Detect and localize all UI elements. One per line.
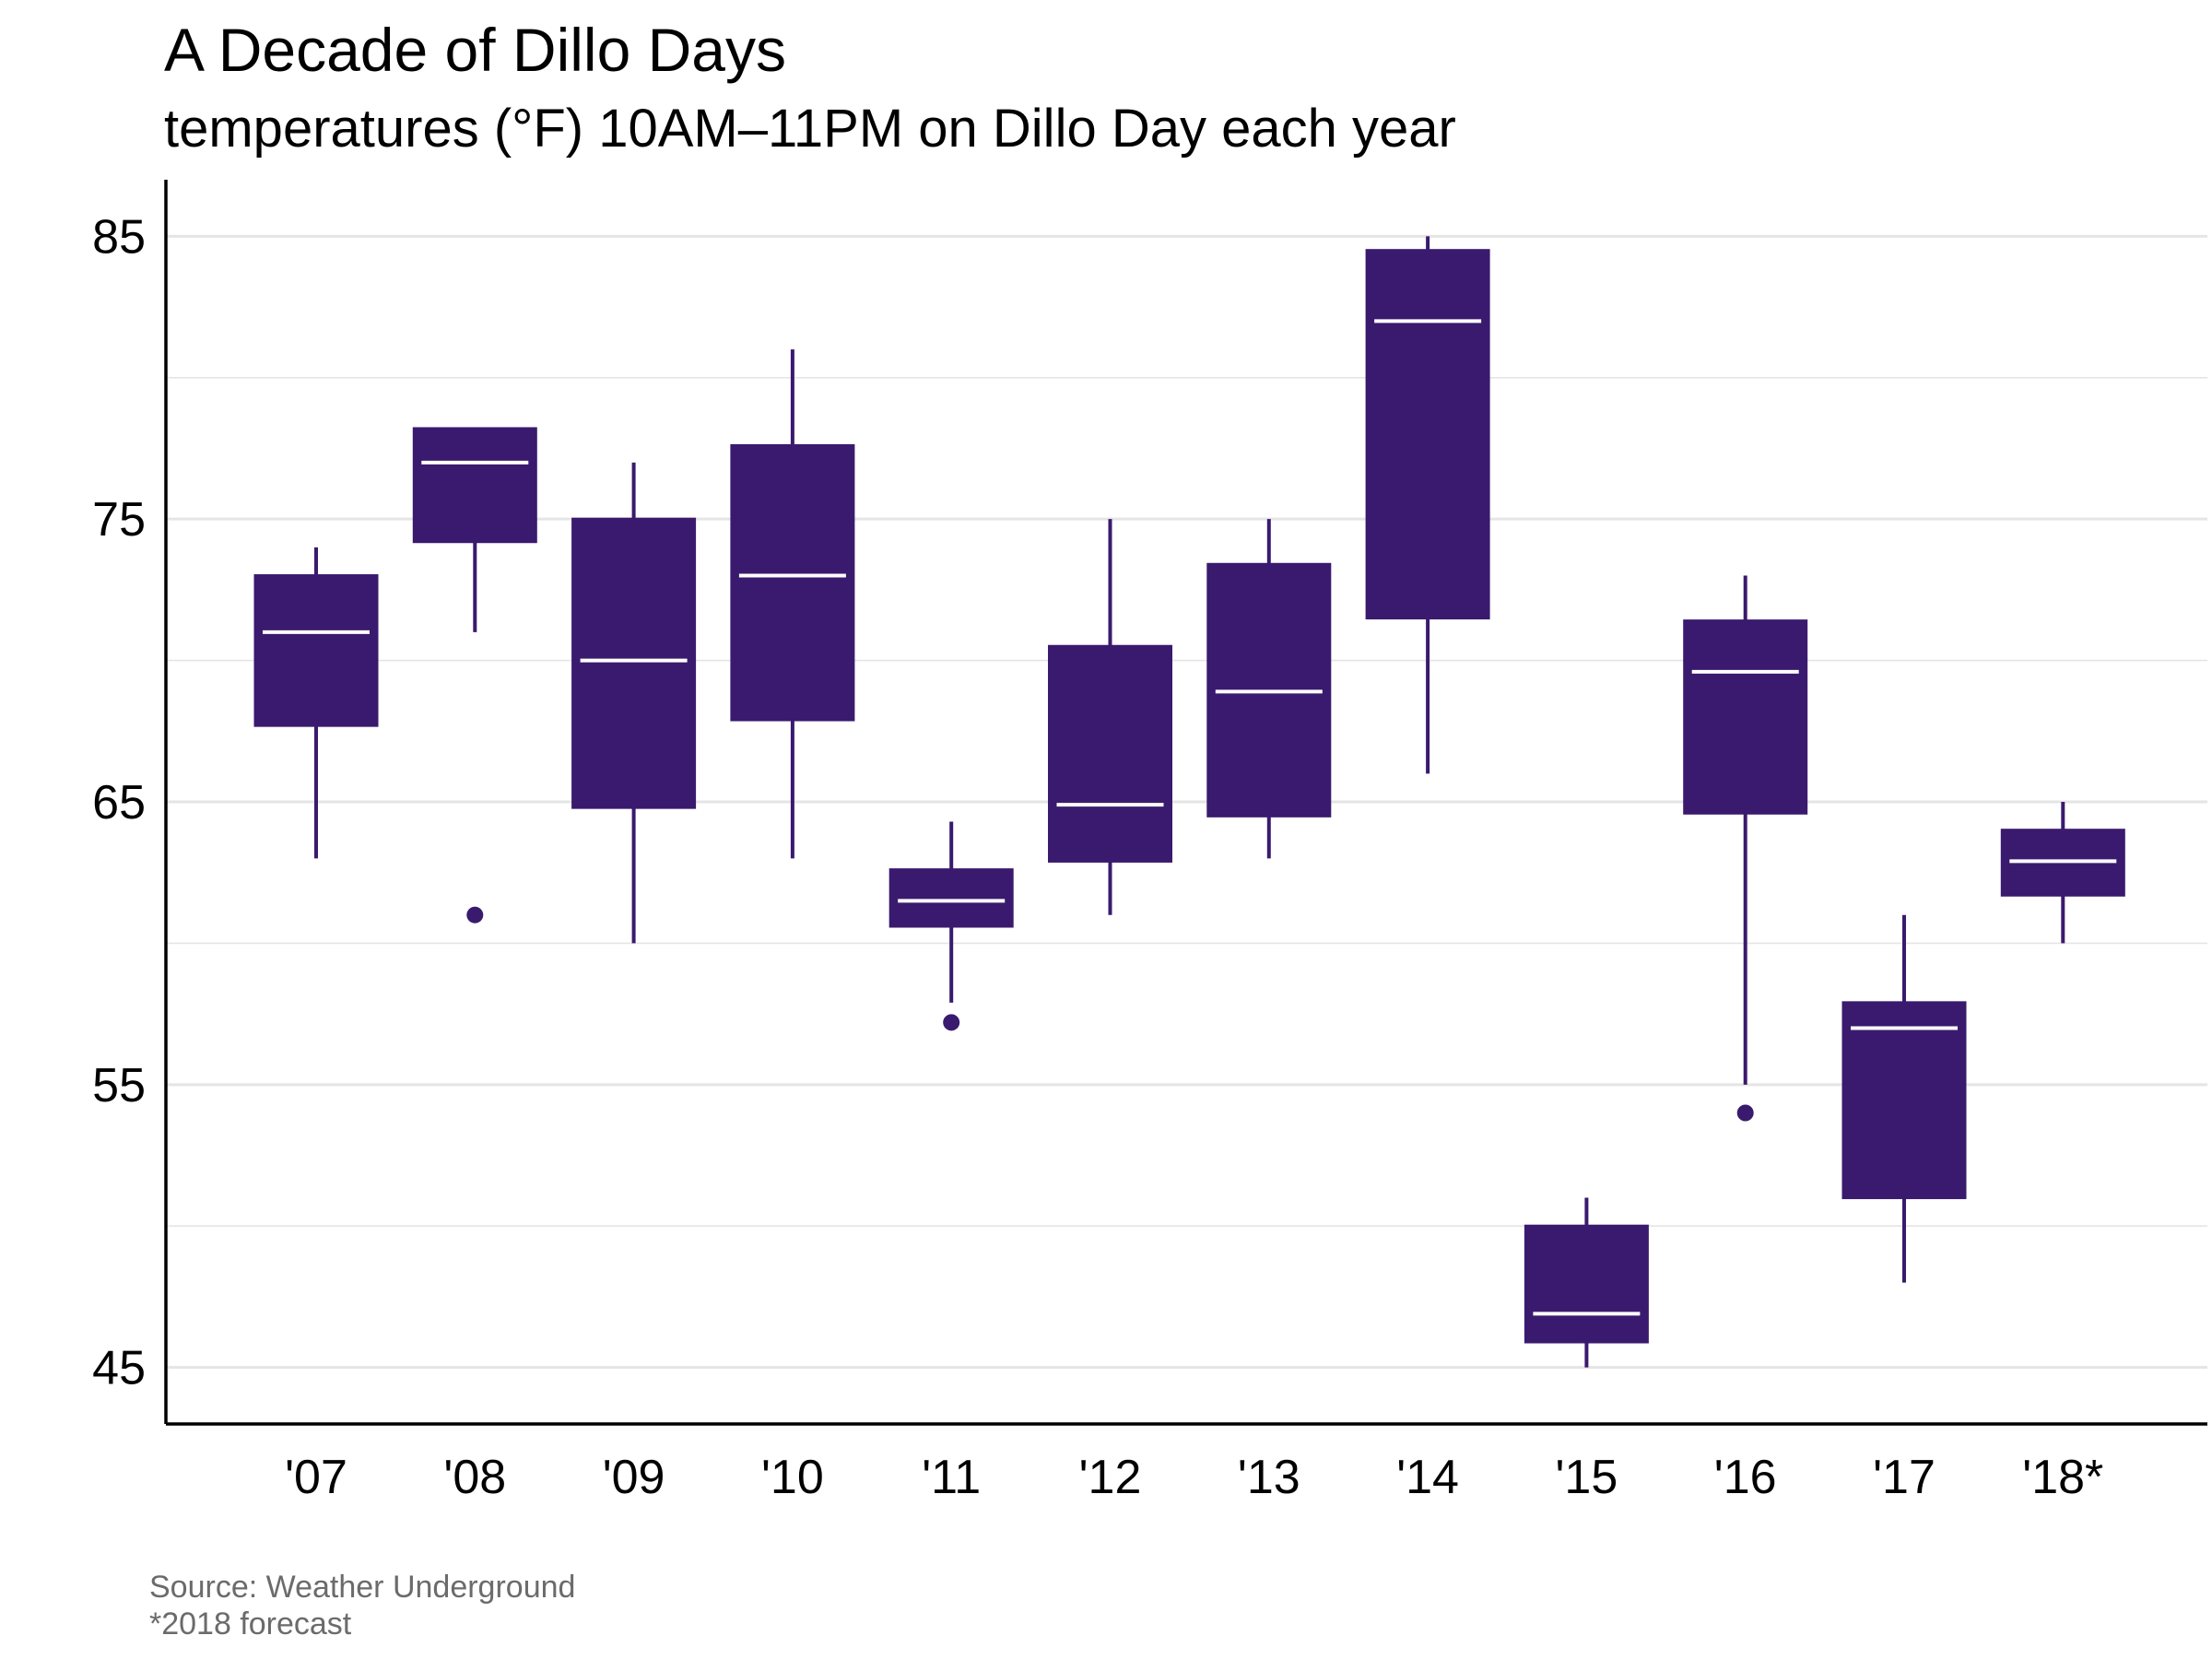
x-tick-label: '16 <box>1714 1451 1777 1504</box>
outlier-point <box>466 906 484 924</box>
box-body <box>253 574 379 727</box>
box-2 <box>571 462 697 944</box>
box-10 <box>1841 914 1967 1283</box>
x-tick-label: '07 <box>285 1451 347 1504</box>
chart-subtitle: temperatures (°F) 10AM–11PM on Dillo Day… <box>164 99 1456 159</box>
x-tick-label: '17 <box>1873 1451 1936 1504</box>
box-3 <box>730 349 855 859</box>
caption-forecast-note: *2018 forecast <box>149 1606 352 1641</box>
x-tick-label: '10 <box>761 1451 824 1504</box>
box-body <box>412 427 537 544</box>
box-5 <box>1048 519 1172 915</box>
box-body <box>1524 1224 1649 1344</box>
axes <box>164 180 2207 1426</box>
box-8 <box>1524 1197 1649 1368</box>
box-1 <box>412 427 537 924</box>
box-body <box>1048 644 1172 863</box>
x-tick-label: '11 <box>922 1451 981 1504</box>
x-tick-label: '09 <box>603 1451 665 1504</box>
box-body <box>1841 1001 1967 1200</box>
gridlines <box>166 234 2207 1370</box>
y-tick-label: 65 <box>92 776 146 830</box>
caption: Source: Weather Underground *2018 foreca… <box>149 1569 575 1642</box>
outlier-point <box>943 1014 960 1031</box>
y-tick-label: 75 <box>92 493 146 547</box>
box-series <box>253 236 2125 1368</box>
x-tick-label: '08 <box>443 1451 506 1504</box>
x-tick-label: '12 <box>1079 1451 1142 1504</box>
box-body <box>1365 249 1490 620</box>
tick-labels: 45 55 65 75 85 '07 '08 '09 '10 '11 '12 '13 '14 '15 '16… <box>92 210 2103 1504</box>
box-4 <box>888 821 1014 1031</box>
x-tick-label: '13 <box>1238 1451 1300 1504</box>
x-tick-label: '15 <box>1556 1451 1618 1504</box>
box-body <box>730 443 855 722</box>
box-0 <box>253 547 379 859</box>
y-tick-label: 45 <box>92 1342 146 1395</box>
x-tick-label: '14 <box>1396 1451 1459 1504</box>
box-body <box>888 868 1014 928</box>
caption-source: Source: Weather Underground <box>149 1570 576 1605</box>
y-tick-label: 55 <box>92 1059 146 1112</box>
x-tick-label: '18* <box>2022 1451 2103 1504</box>
box-7 <box>1365 236 1490 774</box>
box-6 <box>1206 519 1332 859</box>
y-tick-label: 85 <box>92 210 146 264</box>
outlier-point <box>1736 1104 1754 1122</box>
box-9 <box>1683 575 1808 1122</box>
chart-title: A Decade of Dillo Days <box>164 16 786 84</box>
box-body <box>1683 619 1808 815</box>
box-11 <box>2000 802 2125 944</box>
box-body <box>571 517 697 809</box>
